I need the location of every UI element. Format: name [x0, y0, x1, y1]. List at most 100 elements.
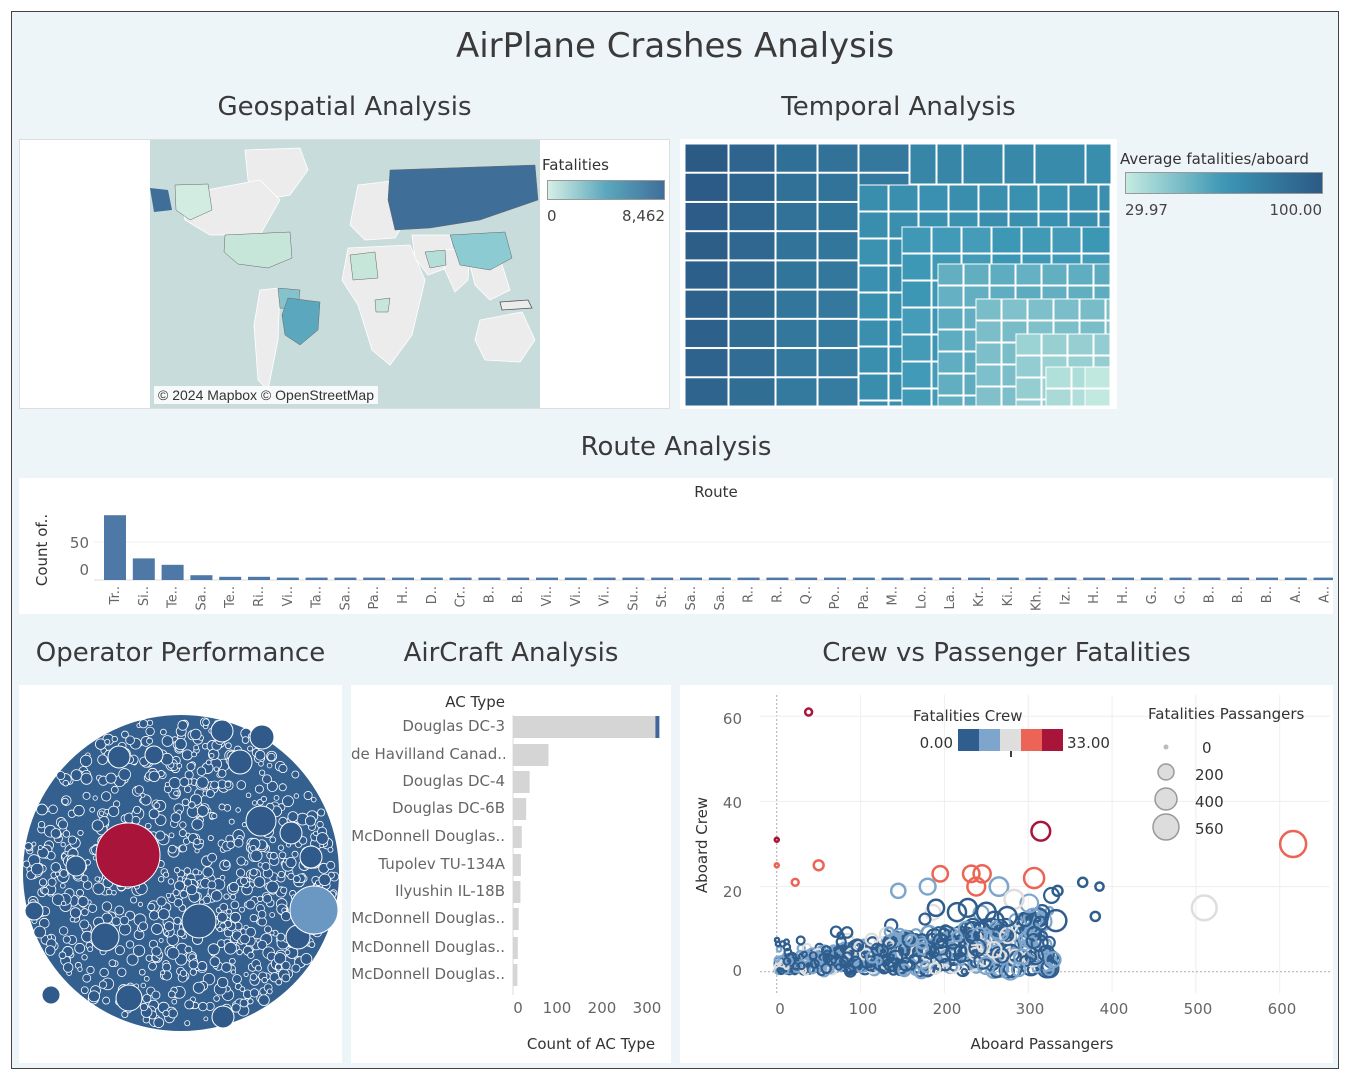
operator-bubble[interactable]: [193, 744, 199, 751]
operator-bubble[interactable]: [304, 815, 316, 827]
operator-bubble[interactable]: [138, 968, 146, 976]
operator-bubble[interactable]: [41, 985, 61, 1005]
operator-bubble[interactable]: [156, 896, 167, 907]
treemap-cell[interactable]: [817, 231, 859, 261]
operator-bubble[interactable]: [97, 754, 108, 765]
operator-bubble[interactable]: [36, 803, 48, 816]
treemap-cell[interactable]: [1015, 333, 1042, 356]
treemap-cell[interactable]: [978, 184, 1009, 212]
treemap-cell[interactable]: [728, 231, 776, 261]
treemap-cell[interactable]: [1051, 226, 1082, 254]
scatter-point[interactable]: [970, 926, 989, 945]
route-bar[interactable]: [276, 577, 299, 580]
operator-bubble[interactable]: [293, 793, 300, 799]
operator-bubble[interactable]: [266, 762, 273, 769]
operator-bubble[interactable]: [192, 868, 200, 876]
operator-bubble[interactable]: [232, 974, 242, 984]
operator-bubble[interactable]: [94, 876, 100, 882]
operator-bubble[interactable]: [247, 745, 254, 752]
treemap-cell[interactable]: [962, 143, 1004, 185]
operator-bubble[interactable]: [207, 943, 220, 956]
operator-bubble[interactable]: [102, 996, 111, 1005]
treemap-cell[interactable]: [817, 143, 859, 173]
scatter-point[interactable]: [1051, 884, 1064, 898]
operator-bubble[interactable]: [277, 870, 285, 879]
operator-bubble[interactable]: [256, 895, 264, 903]
operator-bubble[interactable]: [223, 893, 230, 900]
operator-bubble[interactable]: [82, 791, 91, 800]
operator-bubble[interactable]: [280, 886, 288, 894]
operator-bubble[interactable]: [160, 728, 167, 736]
operator-bubble[interactable]: [228, 881, 240, 893]
ac-bar[interactable]: [513, 908, 519, 930]
operator-bubble[interactable]: [221, 962, 232, 973]
scatter-point[interactable]: [976, 956, 996, 976]
operator-bubble[interactable]: [257, 939, 268, 950]
operator-bubble[interactable]: [74, 942, 86, 954]
treemap-cell[interactable]: [684, 289, 729, 319]
operator-bubble[interactable]: [317, 808, 326, 817]
scatter-point[interactable]: [1003, 958, 1023, 979]
treemap-cell[interactable]: [728, 377, 776, 407]
operator-bubble[interactable]: [60, 900, 67, 907]
operator-bubble[interactable]: [67, 835, 77, 845]
operator-bubble[interactable]: [178, 829, 187, 838]
treemap-cell[interactable]: [1085, 143, 1112, 185]
treemap-cell[interactable]: [858, 184, 889, 212]
treemap-cell[interactable]: [937, 263, 964, 286]
operator-bubble[interactable]: [73, 804, 85, 817]
scatter-point[interactable]: [924, 903, 942, 921]
treemap-cell[interactable]: [858, 238, 889, 266]
operator-bubble[interactable]: [88, 990, 100, 1003]
operator-bubble[interactable]: [138, 921, 149, 932]
scatter-point[interactable]: [984, 910, 1005, 931]
treemap-cell[interactable]: [858, 400, 889, 407]
operator-bubble[interactable]: [308, 941, 316, 948]
operator-bubble[interactable]: [147, 902, 156, 911]
operator-bubble[interactable]: [236, 948, 243, 956]
scatter-point[interactable]: [916, 937, 929, 950]
operator-bubble[interactable]: [239, 986, 246, 993]
operator-bubble[interactable]: [257, 909, 267, 919]
operator-bubble[interactable]: [259, 769, 266, 776]
operator-bubble[interactable]: [79, 919, 90, 930]
treemap-cell[interactable]: [1001, 298, 1028, 321]
operator-bubble[interactable]: [277, 844, 285, 851]
operator-bubble[interactable]: [30, 862, 44, 876]
scatter-point[interactable]: [800, 953, 810, 964]
operator-bubble[interactable]: [62, 935, 71, 944]
operator-bubble[interactable]: [241, 736, 250, 744]
operator-bubble[interactable]: [139, 1002, 149, 1012]
treemap-cell[interactable]: [1045, 388, 1072, 407]
operator-bubble[interactable]: [44, 945, 56, 956]
operator-bubble[interactable]: [275, 978, 283, 986]
operator-bubble[interactable]: [254, 784, 264, 794]
operator-bubble[interactable]: [48, 804, 58, 815]
scatter-point[interactable]: [1044, 951, 1062, 969]
operator-bubble[interactable]: [174, 738, 187, 751]
route-bar[interactable]: [824, 577, 846, 580]
scatter-point[interactable]: [800, 950, 808, 958]
scatter-point[interactable]: [966, 876, 987, 897]
scatter-point[interactable]: [841, 945, 855, 959]
scatter-point[interactable]: [840, 926, 854, 939]
operator-bubble[interactable]: [218, 803, 226, 811]
operator-bubble[interactable]: [245, 899, 256, 910]
treemap-cell[interactable]: [937, 373, 964, 396]
operator-bubble[interactable]: [266, 880, 279, 894]
operator-bubble[interactable]: [284, 949, 291, 956]
treemap-cell[interactable]: [1003, 143, 1035, 185]
treemap-cell[interactable]: [989, 263, 1016, 286]
treemap-cell[interactable]: [684, 348, 729, 378]
treemap-cell[interactable]: [817, 318, 859, 349]
ac-bar[interactable]: [513, 798, 527, 820]
operator-bubble[interactable]: [300, 953, 313, 965]
route-bar[interactable]: [1169, 577, 1192, 580]
scatter-point[interactable]: [812, 859, 825, 872]
treemap-cell[interactable]: [1008, 184, 1039, 212]
operator-bubble[interactable]: [255, 964, 262, 972]
operator-bubble[interactable]: [291, 850, 299, 858]
operator-bubble[interactable]: [239, 876, 248, 885]
scatter-point[interactable]: [1089, 910, 1102, 923]
operator-bubble[interactable]: [157, 908, 170, 921]
